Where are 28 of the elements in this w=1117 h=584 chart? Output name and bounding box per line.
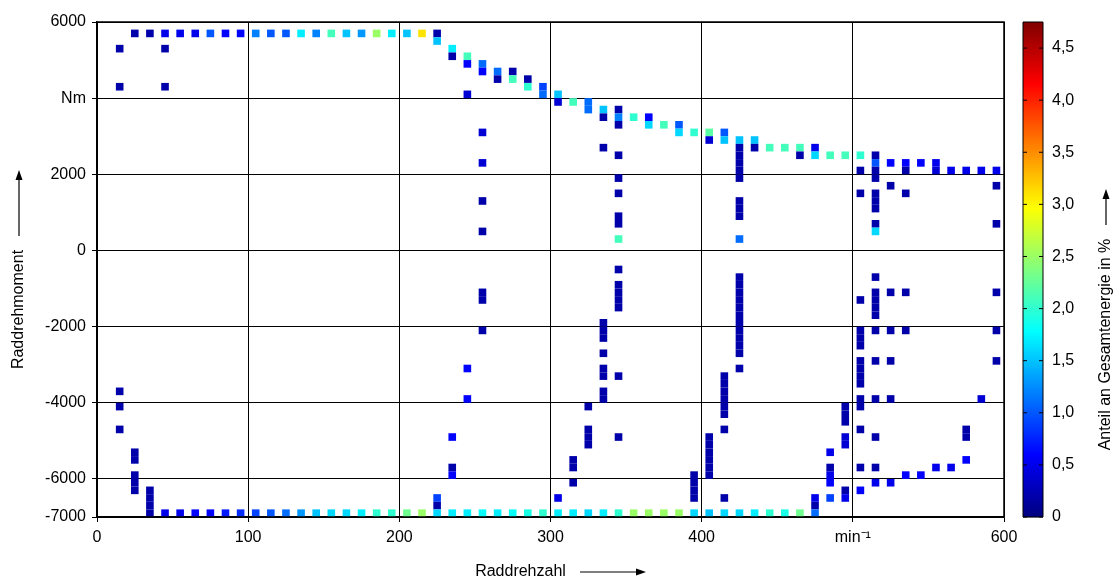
color-bar-label: 2,0 <box>1052 298 1075 316</box>
y-tick-label: -2000 <box>45 317 87 335</box>
color-bar-label: 1,0 <box>1052 403 1075 421</box>
x-tick-label: 400 <box>688 528 716 546</box>
color-bar-label: 3,0 <box>1052 194 1075 212</box>
color-bar-title: Anteil an Gesamtenergie in % <box>1096 238 1114 451</box>
x-tick-label: 0 <box>92 528 102 546</box>
x-axis-title: Raddrehzahl <box>475 562 566 580</box>
x-tick-label: min⁻¹ <box>834 528 871 546</box>
y-tick-label: Nm <box>61 88 86 106</box>
color-bar-label: 4,5 <box>1052 38 1075 56</box>
color-bar-label: 3,5 <box>1052 142 1075 160</box>
x-tick-label: 100 <box>234 528 262 546</box>
y-tick-label: 0 <box>77 240 87 258</box>
y-tick-label: 6000 <box>50 12 87 30</box>
color-bar-label: 1,5 <box>1052 351 1075 369</box>
color-bar-label: 4,0 <box>1052 90 1075 108</box>
y-tick-label: -6000 <box>45 469 87 487</box>
y-tick-label: -4000 <box>45 393 87 411</box>
y-tick-label: -7000 <box>45 507 87 525</box>
x-tick-label: 200 <box>385 528 413 546</box>
color-bar-label: 0 <box>1052 507 1061 525</box>
x-tick-label: 300 <box>537 528 564 546</box>
y-axis-title: Raddrehmoment <box>9 249 27 370</box>
x-tick-label: 600 <box>990 528 1018 546</box>
color-bar-label: 2,5 <box>1052 246 1075 264</box>
y-tick-label: 2000 <box>50 164 87 182</box>
color-bar-label: 0,5 <box>1052 455 1075 473</box>
